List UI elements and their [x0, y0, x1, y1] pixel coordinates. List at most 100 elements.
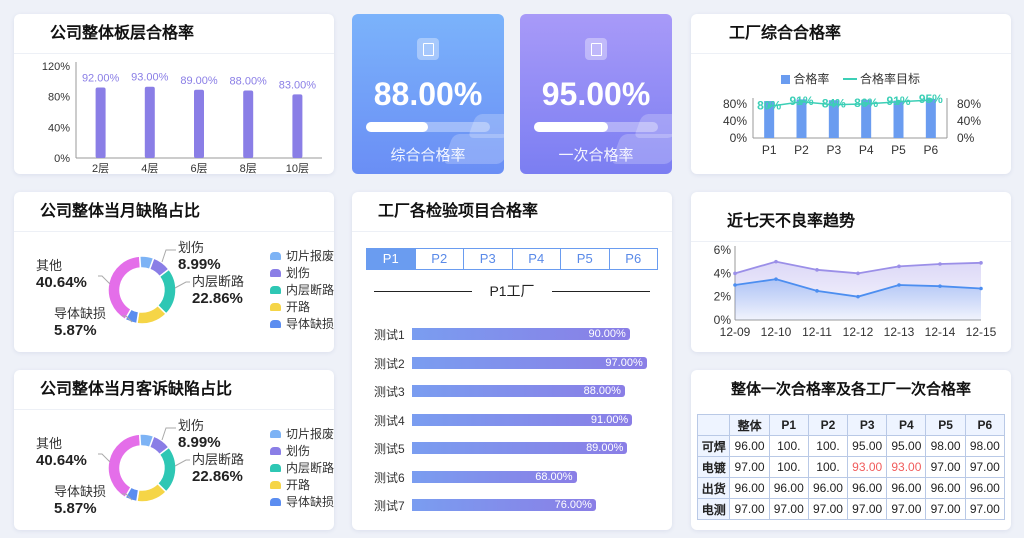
legend-item[interactable]: 划伤: [270, 265, 334, 282]
table-cell: 96.00: [886, 477, 927, 499]
legend-label: 开路: [286, 478, 311, 492]
donut-slice: [107, 255, 142, 321]
legend-label: 导体缺损: [286, 317, 334, 331]
y-tick-label: 0%: [54, 153, 70, 165]
tab-p5[interactable]: P5: [561, 249, 610, 269]
table-cell: 97.00: [886, 498, 927, 520]
table-cell: 97.00: [925, 456, 966, 478]
legend-item[interactable]: 内层断路: [270, 460, 334, 477]
row-header: 电测: [696, 498, 731, 520]
legend-swatch-icon: [270, 252, 281, 260]
kpi-value: 88.00%: [373, 76, 483, 112]
legend-item[interactable]: 切片报废: [270, 248, 334, 265]
trend-point: [897, 264, 901, 269]
row-header: 出货: [696, 477, 731, 499]
trend-point: [979, 261, 983, 265]
bar: [243, 90, 254, 158]
x-tick-label: 12-11: [802, 325, 832, 339]
legend-item[interactable]: 开路: [270, 477, 334, 494]
table-cell: 97.00: [729, 498, 770, 520]
defect-complaint-card: 公司整体当月客诉缺陷占比 划伤 8.99% 内层断路 22.86% 其他 40.64% 导体…: [14, 370, 334, 530]
y-tick-label: 4%: [714, 266, 732, 280]
tab-p3[interactable]: P3: [464, 249, 513, 269]
chart-legend: 合格率 合格率目标: [781, 70, 920, 87]
bar-value-label: 92.00%: [82, 72, 120, 84]
leader-line: [174, 459, 190, 467]
target-point: [928, 98, 933, 103]
legend-label: 划伤: [286, 266, 311, 280]
x-tick-label: P5: [891, 143, 906, 157]
target-value-label: 86%: [854, 96, 878, 110]
bar-value-label: 97.00%: [605, 356, 643, 369]
legend-item[interactable]: 导体缺损: [270, 494, 334, 511]
table-cell: 100.: [807, 435, 849, 457]
table-cell: 93.00: [886, 456, 927, 478]
bar-category-label: 测试2: [374, 356, 405, 371]
leader-line: [122, 315, 133, 323]
tab-p2[interactable]: P2: [416, 249, 464, 269]
trend-point: [856, 294, 860, 299]
legend-bar-swatch: [781, 75, 790, 84]
table-cell: 96.00: [768, 477, 809, 499]
x-tick-label: 6层: [190, 162, 207, 174]
target-value-label: 91%: [789, 94, 813, 108]
floor-pass-rate-card: 公司整体板层合格率 120% 80% 40% 0% 92.00% 2层 93.00% 4层 89…: [14, 14, 334, 174]
table-cell: 95.00: [886, 435, 927, 457]
legend-bar-label: 合格率: [793, 72, 830, 86]
legend-label: 切片报废: [286, 249, 334, 263]
legend-swatch-icon: [270, 430, 281, 438]
table-cell: 96.00: [807, 477, 849, 499]
table-cell: 98.00: [964, 435, 1006, 457]
table-row: 可焊 96.00 100. 100. 95.00 95.00 98.00 98.00: [696, 435, 1006, 457]
x-tick-label: 4层: [141, 162, 158, 174]
donut-legend: 切片报废划伤内层断路 开路导体缺损: [270, 248, 334, 333]
slice-name-label: 划伤: [178, 418, 204, 433]
table-header-row: 整体 P1 P2 P3 P4 P5 P6: [696, 414, 1006, 436]
pass-rate-table: 整体 P1 P2 P3 P4 P5 P6 可焊 96.00 100. 100. 95.00 95.00 9…: [696, 414, 1006, 520]
legend-item[interactable]: 划伤: [270, 443, 334, 460]
bar-value-label: 68.00%: [535, 470, 573, 483]
y-tick-label: 120%: [42, 61, 70, 73]
y-tick-label-left: 80%: [723, 97, 747, 111]
slice-value-label: 22.86%: [192, 468, 243, 485]
bar: [292, 94, 303, 158]
legend-label: 开路: [286, 300, 311, 314]
inspection-bar-row: 测试3 88.00%: [374, 383, 664, 399]
x-tick-label: P1: [762, 143, 777, 157]
x-tick-label: P2: [794, 143, 809, 157]
legend-item[interactable]: 开路: [270, 299, 334, 316]
legend-label: 划伤: [286, 444, 311, 458]
table-cell: 97.00: [925, 498, 966, 520]
tab-p6[interactable]: P6: [625, 251, 642, 266]
slice-name-label: 内层断路: [192, 452, 244, 467]
legend-item[interactable]: 导体缺损: [270, 316, 334, 333]
legend-line-swatch: [842, 78, 857, 80]
y-tick-label: 80%: [48, 92, 70, 104]
row-header: 可焊: [696, 435, 731, 457]
x-tick-label: 12-14: [925, 325, 956, 339]
y-tick-label: 6%: [714, 243, 732, 257]
x-tick-label: P3: [826, 143, 841, 157]
slice-name-label: 导体缺损: [54, 306, 106, 321]
tab-p1[interactable]: P1: [367, 249, 416, 269]
factory-combo-chart: 80% 40% 0% 80% 40% 0% P1 P2 P3 P4 P5 P6 80% 91% 84% 86%…: [723, 92, 981, 157]
y-tick-label-right: 80%: [957, 97, 981, 111]
legend-item[interactable]: 内层断路: [270, 282, 334, 299]
kpi-progress-bar: [366, 122, 490, 132]
table-cell: 98.00: [925, 435, 966, 457]
bar: 89.00%: [412, 442, 628, 454]
trend-point: [938, 284, 942, 288]
legend-item[interactable]: 切片报废: [270, 426, 334, 443]
bar: [796, 99, 807, 138]
target-point: [896, 99, 901, 104]
table-row: 电测 97.00 97.00 97.00 97.00 97.00 97.00 97.00: [696, 498, 1006, 520]
tab-p4[interactable]: P4: [513, 249, 561, 269]
table-cell: 97.00: [768, 498, 809, 520]
inspection-bar-row: 测试7 76.00%: [374, 497, 664, 513]
trend-point: [815, 289, 819, 293]
inspection-bar-row: 测试2 97.00%: [374, 355, 664, 371]
card-title: 公司整体当月客诉缺陷占比: [14, 370, 334, 410]
table-cell: 97.00: [807, 498, 849, 520]
legend-line-label: 合格率目标: [860, 72, 921, 86]
x-tick-label: 2层: [92, 162, 109, 174]
